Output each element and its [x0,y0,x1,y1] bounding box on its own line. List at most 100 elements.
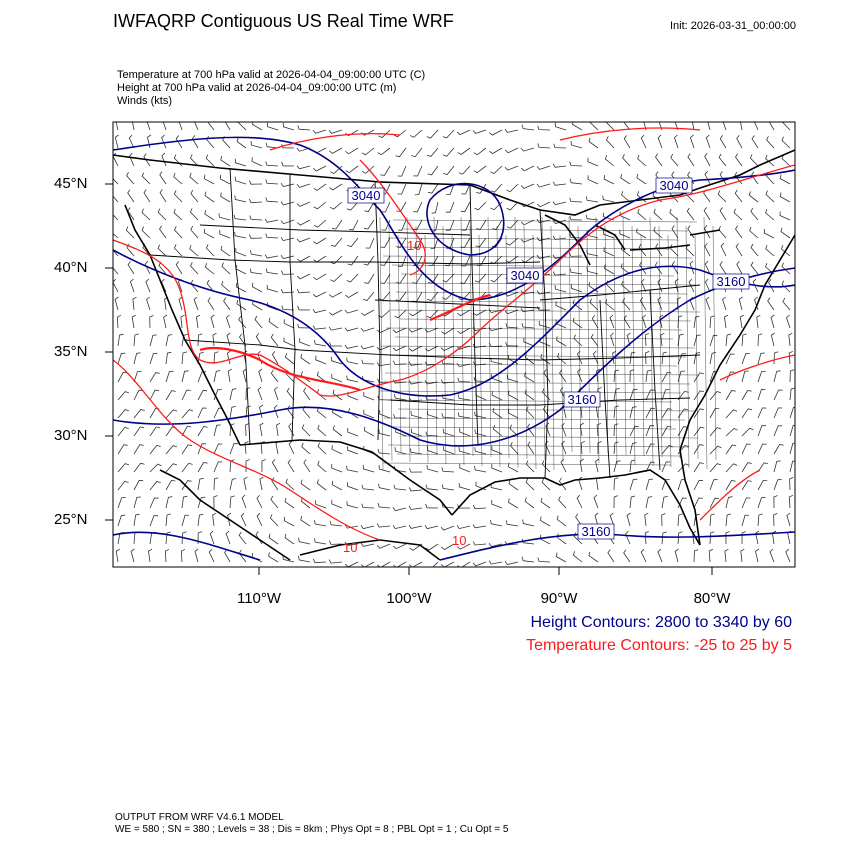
wind-barb [505,323,519,329]
wind-barb [181,409,194,419]
wind-barb [361,309,375,316]
wind-barb [312,165,327,172]
wind-barb [446,219,455,231]
wind-barb [408,380,423,385]
wind-barb [117,444,128,455]
wind-barb [113,190,119,203]
county-line [386,282,697,286]
wind-barb [725,333,732,347]
wind-barb [693,426,705,437]
wind-barb [175,261,183,275]
wind-barb [197,333,203,347]
wind-barb [671,225,679,239]
wind-barb [734,189,743,203]
wind-barb [570,140,583,149]
wind-barb [474,429,487,437]
wind-barb [524,497,535,509]
wind-barb [520,237,535,243]
wind-barb [779,211,791,221]
wind-barb [190,225,199,239]
wind-barb [125,226,135,239]
wind-barb [540,516,551,527]
wind-barb [203,174,215,185]
wind-barb [674,278,679,293]
wind-barb [394,466,407,473]
wind-barb [347,482,359,491]
wind-barb [569,233,583,239]
wind-barb [255,333,263,347]
wind-barb [267,302,279,311]
wind-barb [603,230,615,239]
wind-barb [197,352,204,365]
wind-barb [653,208,663,221]
wind-barb [781,280,791,293]
wind-barb [220,245,231,257]
wind-barb [654,261,663,275]
wind-barb [754,122,759,131]
wind-barb [197,443,206,455]
wind-barb [741,427,754,437]
wind-barb [163,314,168,329]
wind-barb [442,273,455,283]
wind-barb [525,460,535,473]
wind-barb [229,388,237,401]
wind-barb [788,350,793,365]
wind-barb [392,525,407,530]
wind-barb [504,309,519,315]
wind-barb [345,165,359,174]
wind-barb [613,441,619,455]
wind-barb [785,548,791,563]
wind-barb [661,445,673,455]
wind-barb [741,390,752,401]
wind-barb [579,458,584,473]
wind-barb [725,390,736,401]
wind-barb [181,351,187,365]
county-line [442,225,447,465]
wind-barb [661,371,672,383]
wind-barb [218,213,231,221]
wind-barb [709,427,722,437]
wind-barb [241,494,247,509]
county-line [685,225,690,469]
wind-barb [557,352,567,365]
wind-barb [300,353,311,365]
wind-barb [441,467,455,473]
wind-barb [315,355,327,365]
wind-barb [613,405,619,419]
wind-barb [690,134,695,149]
wind-barb [113,244,119,257]
wind-barb [330,273,343,282]
county-line [460,216,465,466]
wind-barb [362,165,375,174]
wind-barb [378,465,391,473]
wind-barb [280,201,295,206]
wind-barb [165,409,178,419]
wind-barb [424,525,439,530]
wind-barb [213,407,223,419]
wind-barb [689,260,695,275]
wind-barb [770,314,775,329]
wind-barb [645,351,650,365]
wind-barb [219,230,231,239]
wind-barb [475,237,487,248]
county-line [396,453,681,457]
lat-label-45: 45°N [54,175,88,192]
wind-barb [209,530,215,545]
lat-label-30: 30°N [54,427,88,444]
wind-barb [610,332,615,347]
wind-barb [457,394,471,401]
wind-barb [442,147,455,157]
wind-barb [507,390,519,401]
wind-barb [149,531,156,545]
wind-barb [709,479,718,491]
wind-barb [117,426,129,437]
wind-barb [527,441,535,455]
wind-barb [693,408,704,419]
wind-barb [173,190,183,203]
wind-barb [703,207,711,221]
wind-barb [317,442,327,455]
wind-barb [165,513,171,527]
footer-config: WE = 580 ; SN = 380 ; Levels = 38 ; Dis … [115,824,509,835]
axis-ticks [105,183,713,575]
wind-barb [146,296,151,311]
